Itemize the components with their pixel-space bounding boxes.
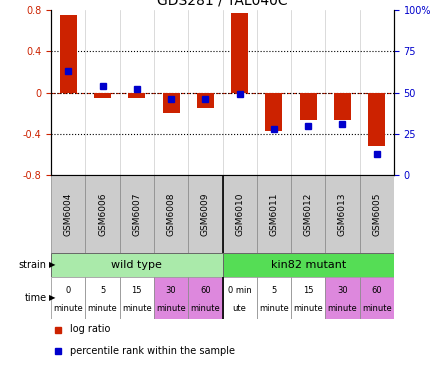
Bar bbox=[85, 277, 120, 319]
Bar bbox=[291, 277, 325, 319]
Bar bbox=[120, 175, 154, 253]
Text: GSM6007: GSM6007 bbox=[132, 192, 142, 236]
Text: percentile rank within the sample: percentile rank within the sample bbox=[70, 346, 235, 355]
Text: minute: minute bbox=[259, 304, 289, 313]
Bar bbox=[51, 253, 223, 277]
Text: minute: minute bbox=[328, 304, 357, 313]
Text: 60: 60 bbox=[200, 286, 210, 295]
Text: 5: 5 bbox=[271, 286, 276, 295]
Text: log ratio: log ratio bbox=[70, 325, 110, 335]
Text: GSM6008: GSM6008 bbox=[166, 192, 176, 236]
Bar bbox=[360, 175, 394, 253]
Text: minute: minute bbox=[122, 304, 152, 313]
Text: ▶: ▶ bbox=[49, 261, 56, 269]
Text: minute: minute bbox=[88, 304, 117, 313]
Text: GSM6011: GSM6011 bbox=[269, 192, 279, 236]
Bar bbox=[197, 93, 214, 108]
Bar bbox=[85, 175, 120, 253]
Bar bbox=[222, 175, 257, 253]
Text: minute: minute bbox=[156, 304, 186, 313]
Text: GSM6013: GSM6013 bbox=[338, 192, 347, 236]
Bar bbox=[299, 93, 317, 120]
Bar bbox=[154, 175, 188, 253]
Text: kin82 mutant: kin82 mutant bbox=[271, 260, 346, 270]
Text: 15: 15 bbox=[132, 286, 142, 295]
Bar bbox=[51, 277, 85, 319]
Text: GSM6012: GSM6012 bbox=[303, 192, 313, 236]
Bar bbox=[128, 93, 146, 98]
Text: strain: strain bbox=[19, 260, 47, 270]
Text: GSM6009: GSM6009 bbox=[201, 192, 210, 236]
Bar bbox=[360, 277, 394, 319]
Bar bbox=[94, 93, 111, 98]
Bar bbox=[222, 277, 257, 319]
Text: GSM6005: GSM6005 bbox=[372, 192, 381, 236]
Text: GSM6006: GSM6006 bbox=[98, 192, 107, 236]
Bar bbox=[291, 175, 325, 253]
Text: 15: 15 bbox=[303, 286, 313, 295]
Bar bbox=[265, 93, 283, 131]
Text: minute: minute bbox=[362, 304, 392, 313]
Bar bbox=[120, 277, 154, 319]
Bar bbox=[325, 175, 360, 253]
Bar bbox=[325, 277, 360, 319]
Text: 30: 30 bbox=[337, 286, 348, 295]
Bar bbox=[162, 93, 180, 113]
Bar bbox=[60, 15, 77, 93]
Text: 0 min: 0 min bbox=[228, 286, 251, 295]
Bar bbox=[188, 277, 222, 319]
Text: ▶: ▶ bbox=[49, 294, 56, 303]
Bar bbox=[257, 277, 291, 319]
Text: time: time bbox=[24, 293, 47, 303]
Text: wild type: wild type bbox=[111, 260, 162, 270]
Text: 5: 5 bbox=[100, 286, 105, 295]
Text: 60: 60 bbox=[372, 286, 382, 295]
Bar bbox=[188, 175, 222, 253]
Text: 0: 0 bbox=[66, 286, 71, 295]
Bar bbox=[231, 13, 248, 93]
Text: ute: ute bbox=[233, 304, 247, 313]
Bar bbox=[222, 253, 394, 277]
Text: 30: 30 bbox=[166, 286, 176, 295]
Bar bbox=[154, 277, 188, 319]
Bar bbox=[51, 175, 85, 253]
Text: minute: minute bbox=[293, 304, 323, 313]
Bar bbox=[368, 93, 385, 146]
Text: minute: minute bbox=[190, 304, 220, 313]
Bar bbox=[334, 93, 351, 120]
Title: GDS281 / YAL040C: GDS281 / YAL040C bbox=[157, 0, 288, 7]
Text: minute: minute bbox=[53, 304, 83, 313]
Text: GSM6004: GSM6004 bbox=[64, 192, 73, 236]
Text: GSM6010: GSM6010 bbox=[235, 192, 244, 236]
Bar bbox=[257, 175, 291, 253]
